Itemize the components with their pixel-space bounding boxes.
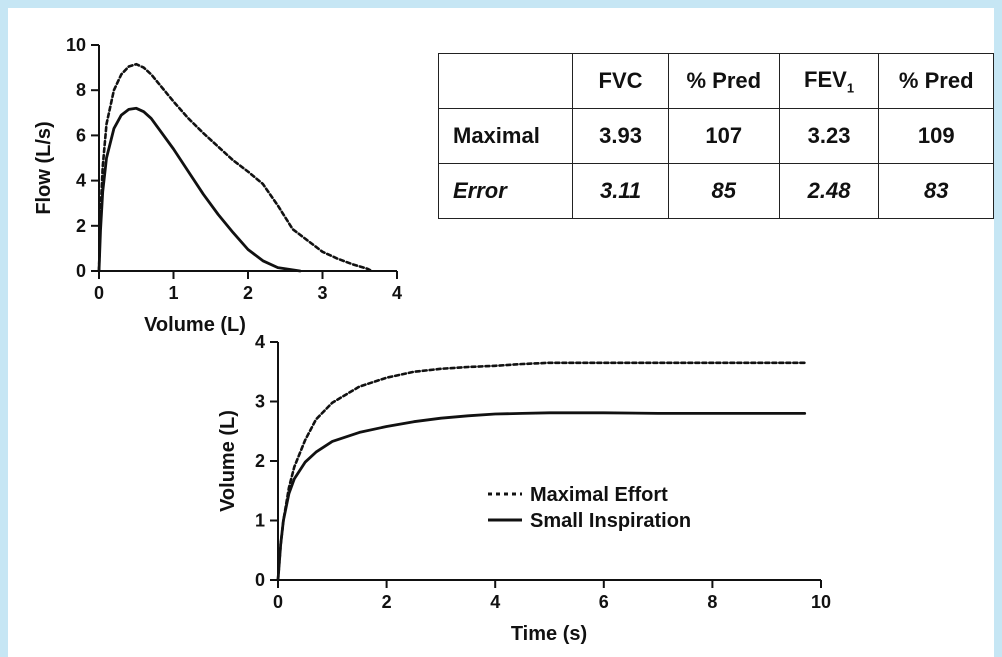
table-row: Maximal 3.93 107 3.23 109 (437, 108, 994, 164)
table-header-cell-empty (437, 53, 574, 109)
fv-y-tick-label: 4 (76, 171, 86, 191)
vt-y-tick-label: 2 (255, 451, 265, 471)
volume-time-x-axis-label: Time (s) (511, 623, 587, 645)
table-cell: 3.93 (572, 108, 669, 164)
vt-y-tick-label: 1 (255, 511, 265, 531)
table-cell: 107 (667, 108, 780, 164)
vt-x-tick-label: 0 (273, 592, 283, 612)
flow-volume-x-axis-label: Volume (L) (144, 314, 246, 336)
fv-series-line-solid (97, 106, 302, 273)
volume-time-chart: 0 2 4 6 8 10 0 1 2 3 4 Time (s) Volume (L) Maxima… (217, 332, 831, 645)
fv-series-line-dashed (97, 62, 374, 273)
vt-y-tick-label: 3 (255, 392, 265, 412)
vt-y-tick-label: 4 (255, 332, 265, 352)
table-cell: 3.23 (778, 108, 880, 164)
fv-y-tick-label: 8 (76, 80, 86, 100)
table-cell: 85 (667, 163, 780, 219)
spirometry-results-table: FVC % Pred FEV1 % Pred Maximal 3.93 107 … (437, 53, 994, 219)
fv-x-tick-label: 3 (317, 283, 327, 303)
table-header-fvc: FVC (572, 53, 669, 109)
vt-x-tick-label: 2 (382, 592, 392, 612)
flow-volume-y-axis-label: Flow (L/s) (33, 121, 55, 214)
fv-y-tick-label: 6 (76, 125, 86, 145)
table-header-pred-fev1: % Pred (878, 53, 994, 109)
fev-label: FEV (804, 66, 847, 92)
table-row-label: Maximal (437, 108, 574, 164)
table-header-pred-fvc: % Pred (667, 53, 780, 109)
volume-time-axes (277, 342, 821, 581)
fv-x-tick-label: 4 (392, 283, 402, 303)
vt-series-line-dashed (276, 361, 807, 582)
table-cell: 2.48 (778, 163, 880, 219)
fev-subscript: 1 (846, 80, 855, 96)
fv-y-tick-label: 0 (76, 261, 86, 281)
flow-volume-axes (98, 45, 397, 272)
flow-volume-chart: 0 1 2 3 4 0 2 4 6 8 10 Volume (L) Flow (L/s) (33, 35, 402, 336)
table-header-fev1: FEV1 (778, 53, 880, 109)
table-header-row: FVC % Pred FEV1 % Pred (437, 53, 994, 109)
vt-y-tick-label: 0 (255, 570, 265, 590)
volume-time-y-axis-label: Volume (L) (217, 410, 239, 512)
fv-y-tick-label: 10 (66, 35, 86, 55)
table-row: Error 3.11 85 2.48 83 (437, 163, 994, 219)
vt-series-line-solid (276, 411, 807, 582)
vt-x-tick-label: 4 (490, 592, 500, 612)
fv-x-tick-label: 1 (168, 283, 178, 303)
volume-time-legend: Maximal Effort Small Inspiration (488, 484, 691, 532)
vt-x-tick-label: 10 (811, 592, 831, 612)
table-cell: 109 (878, 108, 994, 164)
table-cell: 83 (878, 163, 994, 219)
legend-small-inspiration-label: Small Inspiration (530, 510, 691, 532)
legend-maximal-effort-label: Maximal Effort (530, 484, 668, 506)
vt-x-tick-label: 6 (599, 592, 609, 612)
fv-x-tick-label: 0 (94, 283, 104, 303)
fv-x-tick-label: 2 (243, 283, 253, 303)
table-cell: 3.11 (572, 163, 669, 219)
table-row-label: Error (437, 163, 574, 219)
vt-x-tick-label: 8 (707, 592, 717, 612)
fv-y-tick-label: 2 (76, 216, 86, 236)
